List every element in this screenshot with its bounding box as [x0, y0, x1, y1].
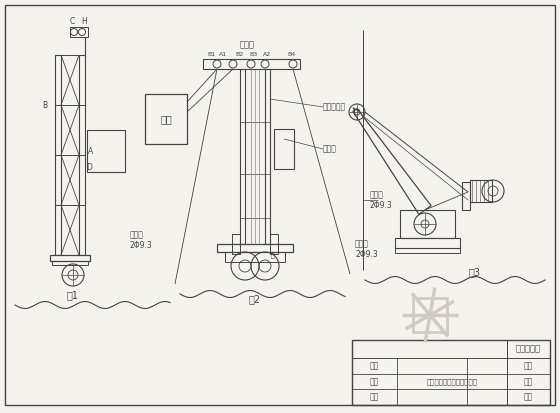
Text: B: B: [42, 100, 47, 109]
Text: 缆风绳
2Φ9.3: 缆风绳 2Φ9.3: [355, 239, 378, 259]
Text: 缆风绳
2Φ9.3: 缆风绳 2Φ9.3: [130, 230, 153, 250]
Bar: [145, 94, 187, 144]
Bar: [462, 182, 470, 210]
Text: B3: B3: [250, 52, 258, 57]
Bar: [217, 244, 293, 252]
Bar: [55, 55, 61, 255]
Text: 设计: 设计: [370, 361, 379, 370]
Text: 提升钢丝绳: 提升钢丝绳: [323, 102, 346, 112]
Bar: [470, 180, 492, 202]
Text: 审核: 审核: [370, 393, 379, 402]
Text: 主: 主: [271, 253, 275, 259]
Text: 图号: 图号: [524, 377, 533, 386]
Text: 图3: 图3: [469, 267, 481, 277]
Bar: [270, 234, 278, 254]
Text: A1: A1: [219, 52, 227, 57]
Text: H: H: [81, 17, 87, 26]
Bar: [400, 210, 455, 238]
Text: B1: B1: [207, 52, 215, 57]
Bar: [87, 130, 125, 172]
Text: 对重架: 对重架: [323, 145, 337, 154]
Bar: [413, 298, 447, 332]
Text: D: D: [86, 164, 92, 173]
Bar: [52, 261, 88, 265]
Text: A2: A2: [263, 52, 271, 57]
Bar: [352, 340, 550, 405]
Text: 编号: 编号: [524, 361, 533, 370]
Bar: [274, 129, 294, 169]
Bar: [79, 55, 85, 255]
Bar: [225, 252, 285, 262]
Bar: [395, 248, 460, 253]
Text: 图2: 图2: [249, 294, 261, 304]
Text: 缆风绳
2Φ9.3: 缆风绳 2Φ9.3: [370, 190, 393, 210]
Text: 施光零工班: 施光零工班: [516, 344, 541, 354]
Bar: [203, 59, 300, 69]
Text: 物料提升机安装施工示意图: 物料提升机安装施工示意图: [427, 378, 478, 385]
Bar: [232, 234, 240, 254]
Text: 顶滑轮: 顶滑轮: [240, 40, 254, 50]
Bar: [50, 255, 90, 261]
Text: B2: B2: [235, 52, 243, 57]
Text: 制图: 制图: [370, 377, 379, 386]
Text: C: C: [69, 17, 74, 26]
Text: 日期: 日期: [524, 393, 533, 402]
Text: A: A: [88, 147, 94, 156]
Bar: [265, 69, 270, 244]
Text: 图1: 图1: [67, 290, 79, 300]
Text: 吊栏: 吊栏: [160, 114, 172, 124]
Bar: [70, 27, 88, 37]
Text: B4: B4: [288, 52, 296, 57]
Bar: [395, 238, 460, 248]
Bar: [240, 69, 245, 244]
